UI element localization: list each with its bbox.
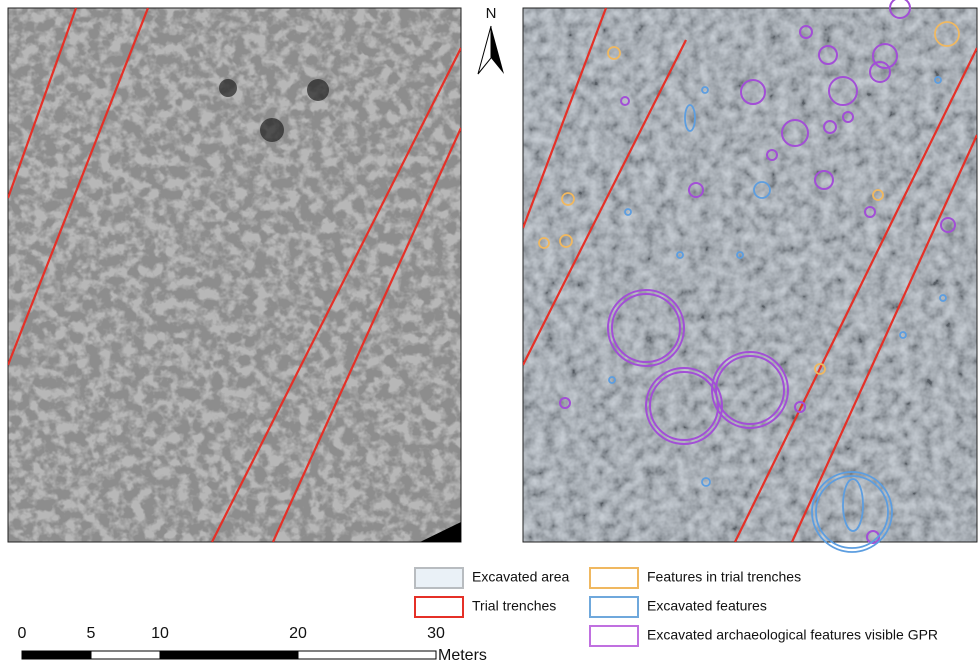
legend-swatch: [589, 596, 639, 618]
trial-trenches: [523, 8, 977, 542]
scale-unit: Meters: [438, 647, 487, 664]
scale-label: 0: [18, 625, 27, 642]
scale-label: 5: [87, 625, 96, 642]
scale-label: 20: [289, 625, 307, 642]
scale-segment: [159, 650, 299, 660]
legend-swatch: [414, 567, 464, 589]
scale-segment: [297, 650, 437, 660]
legend-swatch: [589, 567, 639, 589]
north-arrow: N: [477, 5, 504, 75]
scale-label: 10: [151, 625, 169, 642]
left-panel: [7, 7, 462, 543]
legend-label: Excavated area: [472, 569, 569, 585]
north-label: N: [486, 5, 497, 22]
legend-label: Excavated features: [647, 598, 767, 614]
legend-label: Features in trial trenches: [647, 569, 801, 585]
legend-label: Trial trenches: [472, 598, 556, 614]
scale-bar: 0 5 10 20 30 Meters: [18, 625, 487, 664]
legend-label: Excavated archaeological features visibl…: [647, 627, 938, 643]
trench-features: [538, 21, 960, 375]
right-panel: [522, 0, 978, 553]
scale-segment: [21, 650, 92, 660]
legend-swatch: [589, 625, 639, 647]
legend-swatch: [414, 596, 464, 618]
gpr-features: [559, 0, 956, 544]
scale-segment: [90, 650, 161, 660]
scale-label: 30: [427, 625, 445, 642]
legend: Excavated area Trial trenches Features in …: [414, 567, 938, 647]
trial-trenches: [8, 8, 461, 542]
excavated-features: [608, 76, 947, 553]
